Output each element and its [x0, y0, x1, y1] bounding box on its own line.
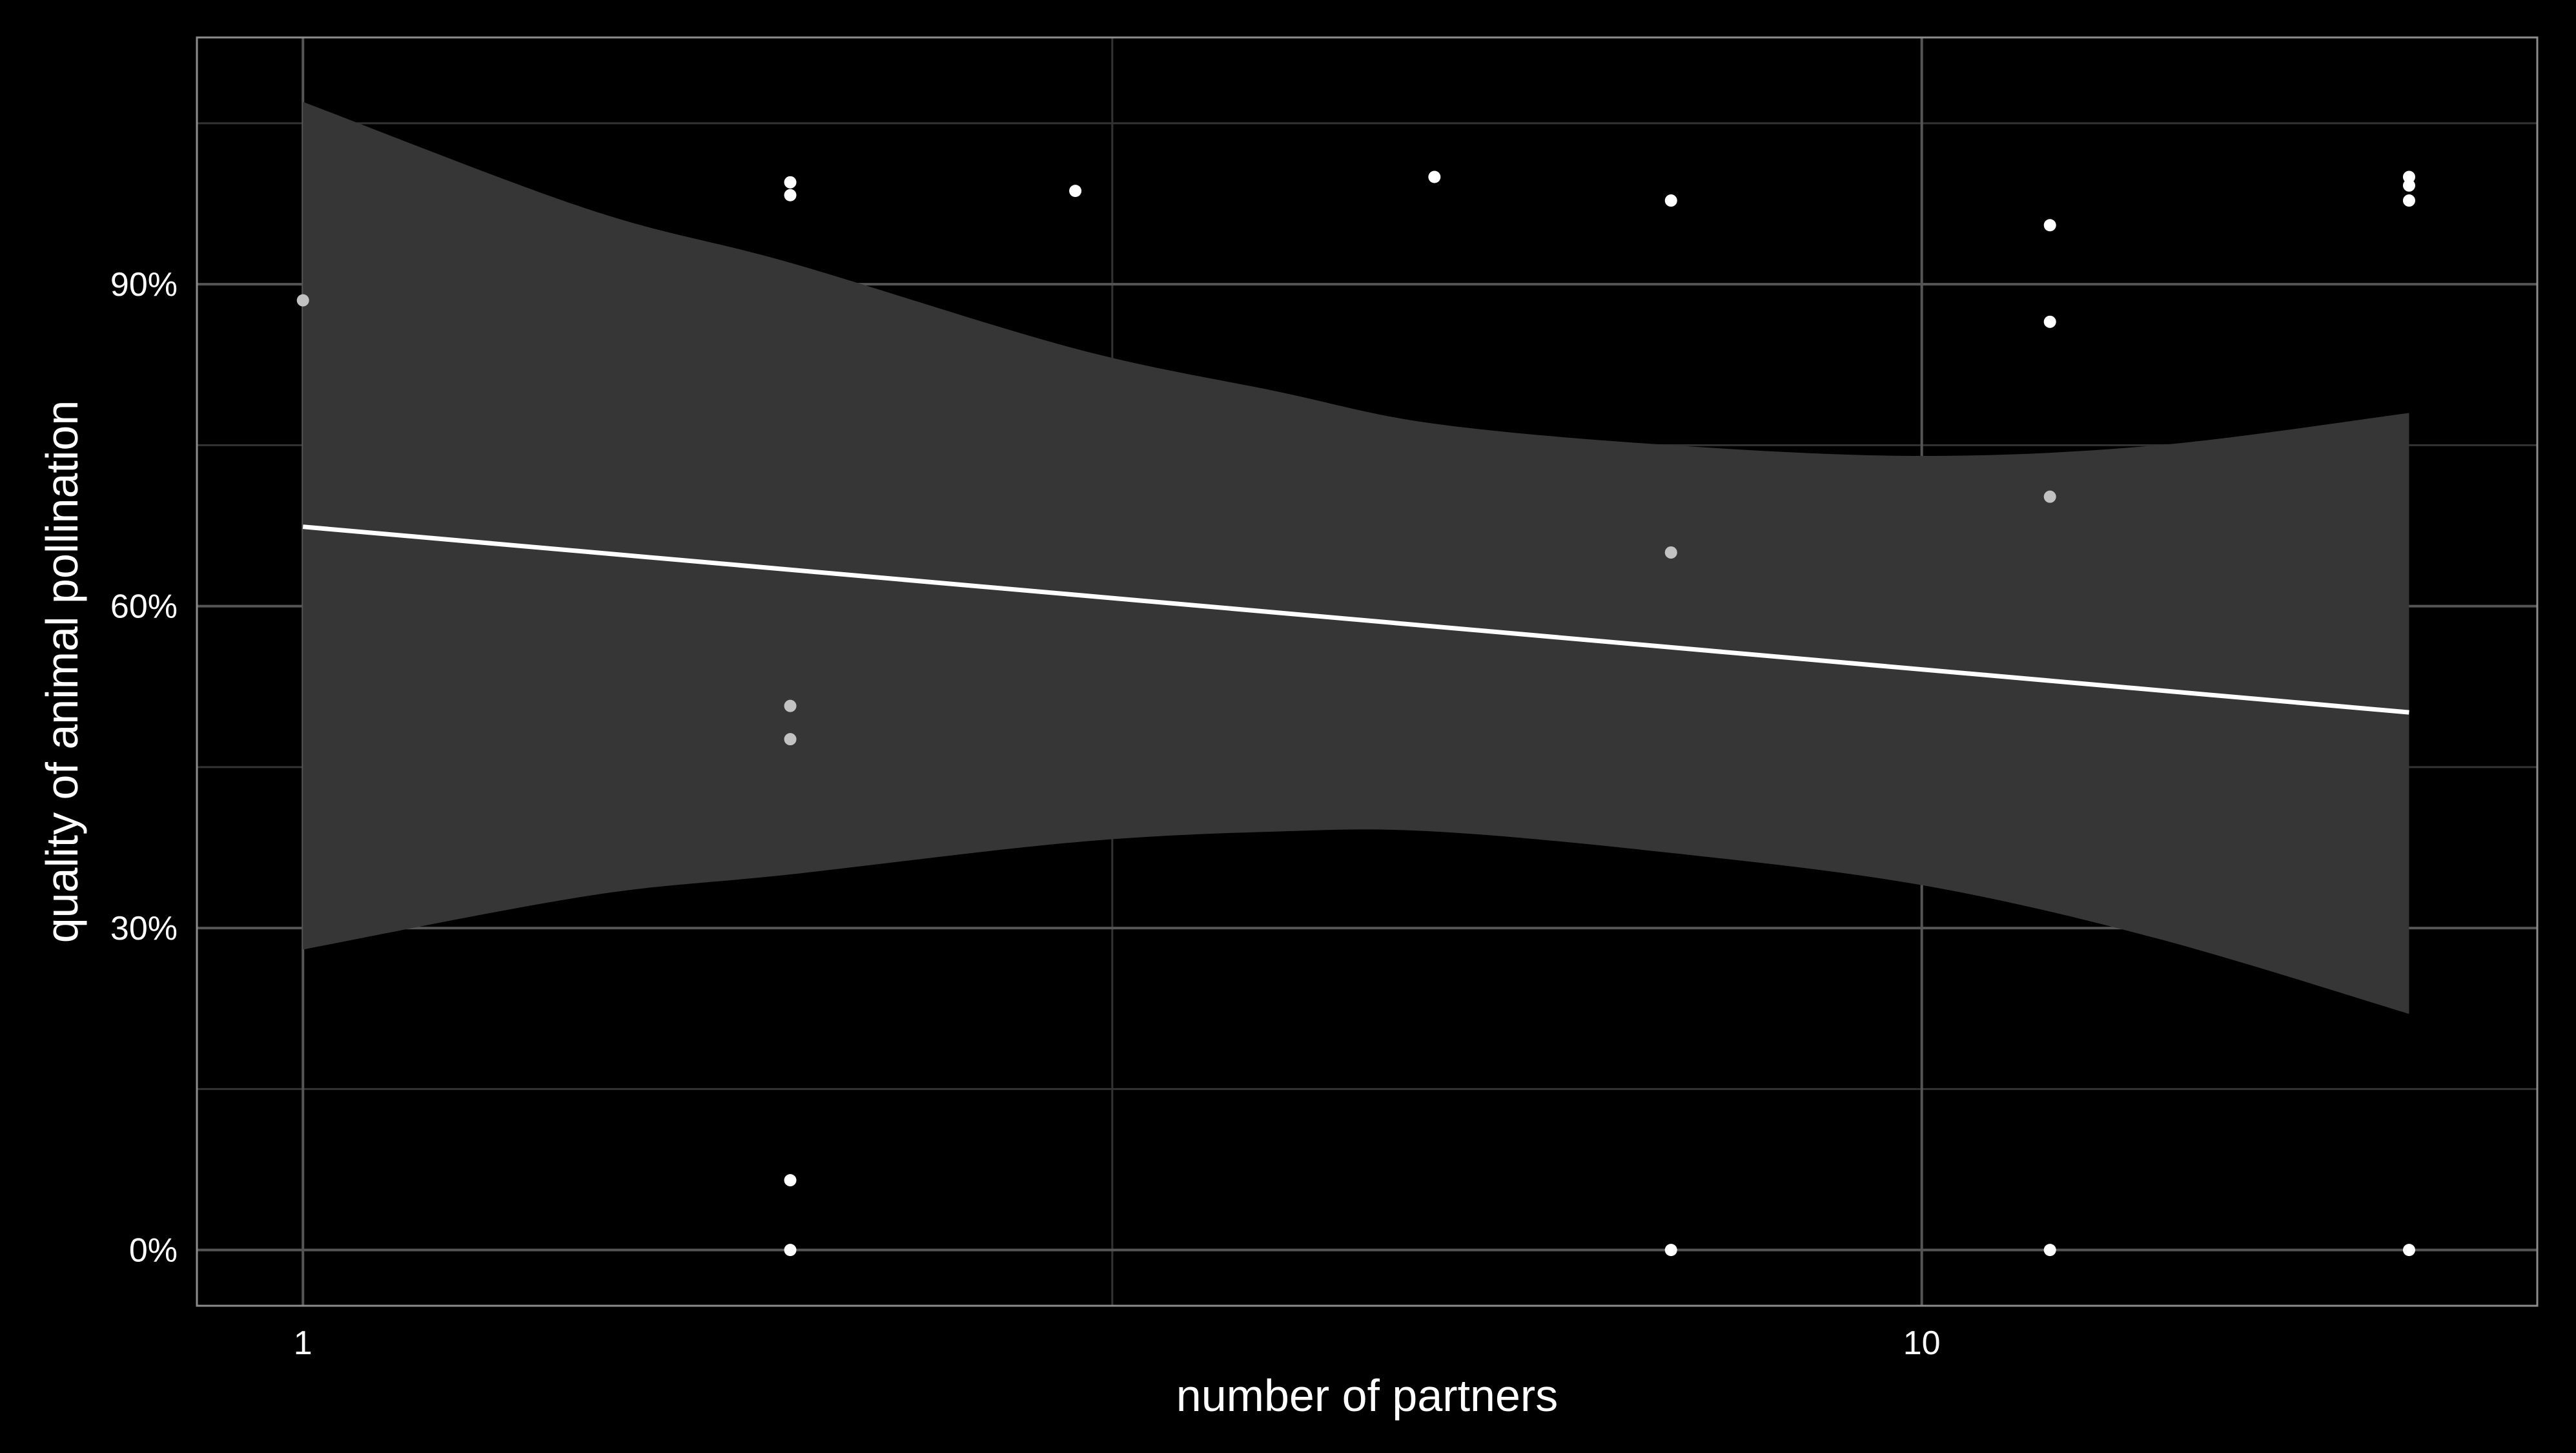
fit-line — [302, 524, 2409, 715]
y-tick-label: 60% — [110, 588, 178, 626]
data-points — [296, 170, 2415, 1257]
data-point — [784, 189, 797, 201]
data-point — [1428, 170, 1441, 183]
y-tick-label: 30% — [110, 910, 178, 947]
data-point — [1664, 546, 1677, 559]
x-tick-label: 10 — [1903, 1324, 1941, 1362]
data-point — [784, 1174, 797, 1187]
data-point — [784, 1244, 797, 1257]
data-point — [296, 294, 309, 307]
data-point — [784, 699, 797, 712]
data-point — [2043, 490, 2056, 503]
data-point — [2043, 1244, 2056, 1257]
data-point — [1664, 194, 1677, 207]
data-point — [2043, 219, 2056, 232]
confidence-band — [303, 101, 2409, 1015]
data-point — [2402, 170, 2415, 183]
data-point — [2402, 179, 2415, 192]
y-tick-label: 0% — [129, 1232, 178, 1270]
data-point — [2043, 315, 2056, 328]
y-axis-title: quality of animal pollination — [37, 400, 87, 943]
data-point — [2402, 1244, 2415, 1257]
data-point — [784, 176, 797, 189]
data-point — [1069, 185, 1082, 198]
data-point — [2402, 194, 2415, 207]
x-tick-labels: 1 10 — [294, 1324, 1941, 1362]
data-point — [784, 733, 797, 746]
panel-border — [196, 36, 2539, 1307]
y-tick-label: 90% — [110, 266, 178, 304]
x-axis-title: number of partners — [1176, 1370, 1558, 1421]
data-point — [1664, 1244, 1677, 1257]
x-tick-label: 1 — [294, 1324, 312, 1362]
y-tick-labels: 0% 30% 60% 90% — [110, 266, 178, 1269]
